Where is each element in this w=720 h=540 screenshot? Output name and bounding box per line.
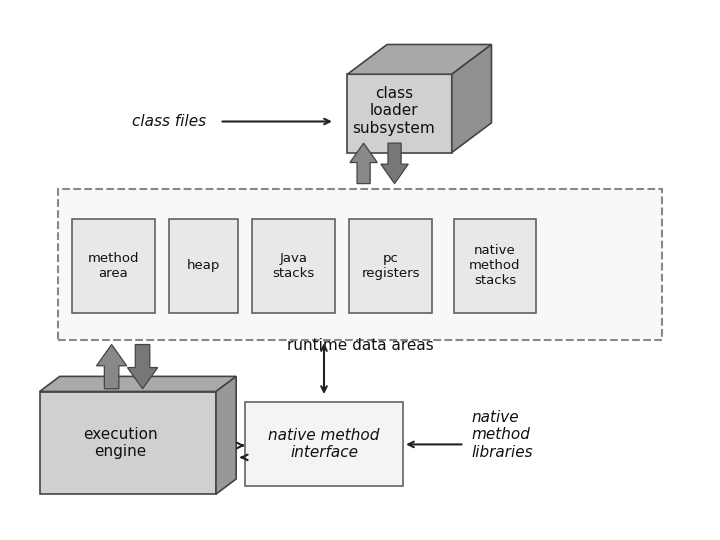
- Text: method
area: method area: [88, 252, 139, 280]
- Polygon shape: [96, 345, 127, 389]
- Polygon shape: [350, 143, 377, 184]
- FancyBboxPatch shape: [58, 189, 662, 340]
- Text: execution
engine: execution engine: [84, 427, 158, 459]
- Text: class
loader
subsystem: class loader subsystem: [353, 86, 435, 136]
- FancyBboxPatch shape: [349, 219, 432, 313]
- Text: native
method
libraries: native method libraries: [472, 410, 534, 460]
- Polygon shape: [40, 392, 216, 494]
- Polygon shape: [452, 44, 492, 152]
- FancyBboxPatch shape: [454, 219, 536, 313]
- Polygon shape: [127, 345, 158, 389]
- Polygon shape: [348, 44, 492, 74]
- Text: Java
stacks: Java stacks: [272, 252, 315, 280]
- Text: heap: heap: [186, 259, 220, 273]
- FancyBboxPatch shape: [252, 219, 335, 313]
- Text: class files: class files: [132, 114, 206, 129]
- Text: native
method
stacks: native method stacks: [469, 245, 521, 287]
- Text: pc
registers: pc registers: [361, 252, 420, 280]
- Polygon shape: [40, 376, 236, 392]
- Polygon shape: [381, 143, 408, 184]
- Polygon shape: [348, 74, 452, 152]
- FancyBboxPatch shape: [72, 219, 155, 313]
- Text: runtime data areas: runtime data areas: [287, 338, 433, 353]
- Polygon shape: [216, 376, 236, 494]
- FancyBboxPatch shape: [245, 402, 403, 486]
- Text: native method
interface: native method interface: [269, 428, 379, 460]
- FancyBboxPatch shape: [169, 219, 238, 313]
